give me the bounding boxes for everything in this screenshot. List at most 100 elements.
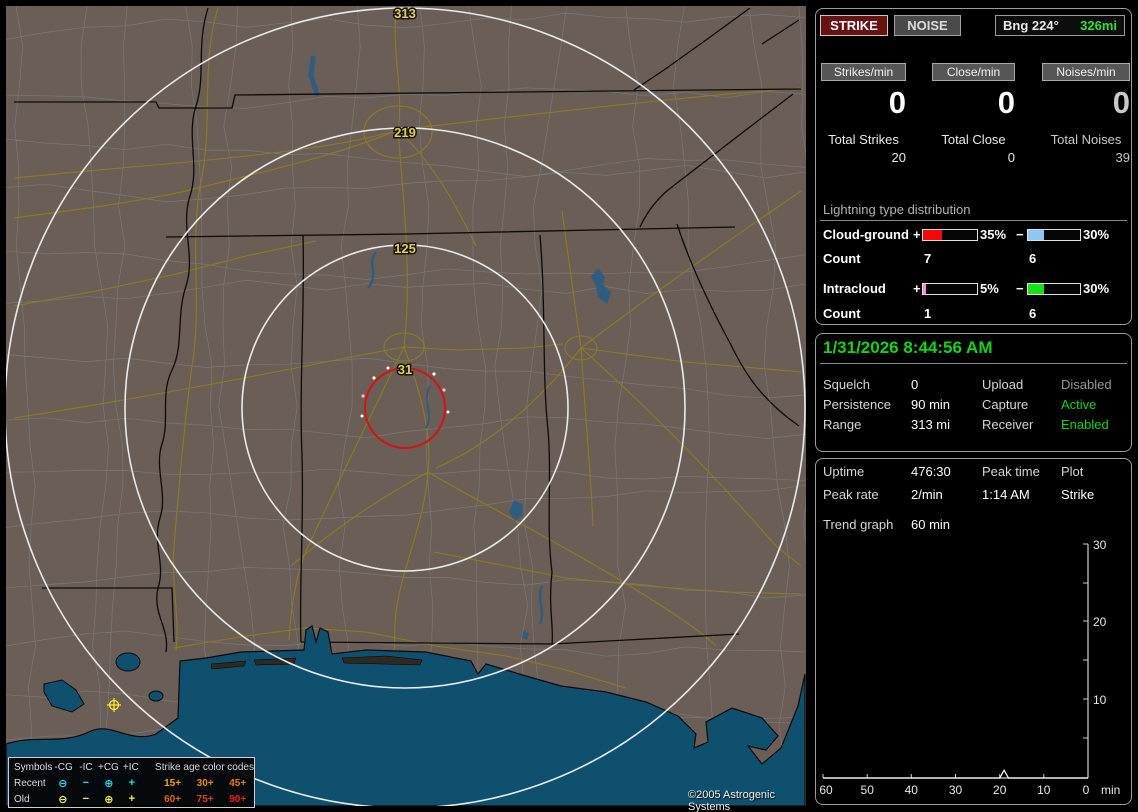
- close-per-min-value: 0: [997, 85, 1015, 120]
- age-30: 30+: [196, 777, 214, 789]
- squelch-label: Squelch: [823, 377, 870, 392]
- ic-minus-count: 6: [1029, 306, 1037, 321]
- cg-minus-count: 6: [1029, 251, 1037, 266]
- bearing-value: Bng 224°: [1003, 18, 1059, 33]
- legend-old-label: Old: [14, 793, 30, 805]
- uptime-label: Uptime: [823, 464, 865, 479]
- upload-label: Upload: [982, 377, 1024, 392]
- ic-plus-bar: [922, 283, 978, 295]
- county-borders: [6, 6, 806, 806]
- xtick-50: 50: [861, 783, 875, 797]
- persistence-value: 90 min: [911, 397, 951, 412]
- strike-counters-panel: STRIKE NOISE Bng 224° 326mi Strikes/min …: [815, 8, 1132, 325]
- cg-plus-bar-fill: [923, 230, 942, 240]
- ring-label-31: 31: [398, 362, 412, 377]
- noise-button[interactable]: NOISE: [894, 15, 961, 36]
- trend-graph-label: Trend graph: [823, 517, 894, 532]
- xtick-10: 10: [1037, 783, 1051, 797]
- intracloud-label: Intracloud: [823, 281, 886, 296]
- total-strikes-value: 20: [891, 150, 906, 165]
- coastal-lakes: [43, 652, 164, 713]
- legend-header-row: Symbols -CG -IC +CG +IC Strike age color…: [9, 759, 254, 775]
- cloud-ground-label: Cloud-ground: [823, 227, 909, 242]
- age-15: 15+: [164, 777, 182, 789]
- legend-col-neg-ic: -IC: [79, 761, 93, 773]
- age-75: 75+: [196, 793, 214, 805]
- xtick-0: 0: [1083, 783, 1090, 797]
- recent-neg-ic-icon: −: [82, 777, 90, 789]
- xtick-40: 40: [905, 783, 919, 797]
- legend-col-neg-cg: -CG: [54, 761, 73, 773]
- total-noises-label: Total Noises: [1050, 132, 1122, 147]
- ring-label-313: 313: [394, 6, 416, 21]
- chart-ticks: [822, 543, 1088, 778]
- map-legend: Symbols -CG -IC +CG +IC Strike age color…: [8, 757, 255, 808]
- peak-rate-label: Peak rate: [823, 487, 879, 502]
- xtick-60: 60: [819, 783, 833, 797]
- total-noises-value: 39: [1115, 150, 1130, 165]
- ring-label-219: 219: [394, 125, 416, 140]
- ic-count-label: Count: [823, 306, 861, 321]
- x-unit-label: min: [1101, 783, 1120, 797]
- ring-label-125: 125: [394, 241, 416, 256]
- legend-old-row: Old ⊖ − ⊕ + 60+ 75+ 90+: [9, 791, 254, 807]
- close-alarm-ring: [364, 367, 446, 449]
- persistence-label: Persistence: [823, 397, 891, 412]
- total-close-label: Total Close: [941, 132, 1006, 147]
- age-90: 90+: [229, 793, 247, 805]
- strike-button[interactable]: STRIKE: [820, 15, 888, 36]
- trend-window-value: 60 min: [911, 517, 951, 532]
- strikes-per-min-value: 0: [888, 85, 906, 120]
- recent-pos-cg-icon: ⊕: [104, 777, 114, 790]
- ic-plus-count: 1: [924, 306, 932, 321]
- bearing-display: Bng 224° 326mi: [995, 15, 1125, 36]
- lightning-map[interactable]: 313 219 125 31 Symbols -CG -IC +CG +IC S…: [6, 6, 806, 812]
- ic-minus-sign: −: [1016, 281, 1024, 296]
- chart-axes: [823, 544, 1089, 779]
- state-borders: [14, 7, 802, 653]
- age-60: 60+: [164, 793, 182, 805]
- capture-label: Capture: [982, 397, 1029, 412]
- ic-plus-bar-fill: [923, 284, 926, 294]
- peak-time-value: 1:14 AM: [982, 487, 1030, 502]
- old-pos-ic-icon: +: [128, 793, 136, 805]
- trend-chart: 60 50 40 30 20 10 0 min 30 20 10: [819, 538, 1120, 797]
- old-neg-cg-icon: ⊖: [58, 793, 68, 806]
- legend-col-pos-cg: +CG: [97, 761, 119, 773]
- receiver-label: Receiver: [982, 417, 1034, 432]
- legend-recent-label: Recent: [14, 777, 46, 789]
- total-close-value: 0: [1007, 150, 1015, 165]
- xtick-30: 30: [949, 783, 963, 797]
- ic-plus-sign: +: [913, 281, 921, 296]
- cg-minus-bar-fill: [1028, 230, 1044, 240]
- road-lines: [13, 7, 802, 689]
- barrier-islands: [210, 655, 423, 670]
- ic-minus-bar-fill: [1028, 284, 1044, 294]
- plot-label: Plot: [1061, 464, 1084, 479]
- trend-line: [823, 768, 1088, 779]
- ytick-30: 30: [1093, 538, 1107, 552]
- total-strikes-label: Total Strikes: [828, 132, 899, 147]
- legend-recent-row: Recent ⊖ − ⊕ + 15+ 30+ 45+: [9, 775, 254, 791]
- cg-minus-bar: [1027, 229, 1081, 241]
- legend-age-title: Strike age color codes: [155, 761, 254, 773]
- strikes-per-min-chip: Strikes/min: [821, 63, 906, 81]
- plot-value: Strike: [1061, 487, 1095, 502]
- old-pcg-strike-icon: [107, 698, 121, 712]
- copyright-text: ©2005 Astrogenic Systems: [688, 789, 775, 812]
- ic-plus-pct: 5%: [980, 281, 999, 296]
- chart-labels: 60 50 40 30 20 10 0 min 30 20 10: [819, 538, 1120, 797]
- ic-minus-bar: [1027, 283, 1081, 295]
- cg-plus-count: 7: [924, 251, 932, 266]
- noises-per-min-chip: Noises/min: [1042, 63, 1130, 81]
- legend-col-pos-ic: +IC: [122, 761, 139, 773]
- river-lines: [308, 55, 611, 640]
- close-per-min-chip: Close/min: [932, 63, 1015, 81]
- old-neg-ic-icon: −: [82, 793, 90, 805]
- cg-minus-pct: 30%: [1083, 227, 1110, 242]
- map-canvas: 313 219 125 31: [6, 6, 806, 806]
- capture-value: Active: [1061, 397, 1097, 412]
- ic-minus-pct: 30%: [1083, 281, 1110, 296]
- datetime-display: 1/31/2026 8:44:56 AM: [820, 338, 1127, 364]
